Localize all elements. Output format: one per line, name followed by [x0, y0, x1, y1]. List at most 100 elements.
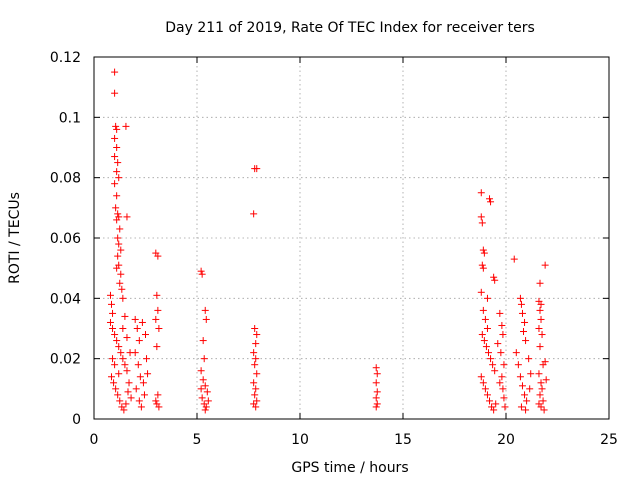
data-point — [153, 291, 161, 299]
data-point — [501, 403, 509, 411]
data-point — [253, 331, 261, 339]
data-point — [111, 153, 119, 161]
data-point — [517, 403, 525, 411]
data-point — [113, 192, 121, 200]
y-tick-label: 0.08 — [50, 171, 81, 187]
data-point — [512, 349, 520, 357]
data-point — [123, 334, 131, 342]
data-point — [372, 403, 380, 411]
data-point — [113, 216, 121, 224]
x-tick-label: 10 — [291, 432, 309, 448]
data-point — [199, 337, 207, 345]
data-point — [121, 361, 129, 369]
data-point — [538, 385, 546, 393]
data-point — [535, 400, 543, 408]
data-point — [117, 349, 125, 357]
data-point — [123, 367, 131, 375]
data-point — [494, 340, 502, 348]
data-point — [481, 315, 489, 323]
data-point — [542, 376, 550, 384]
chart-title: Day 211 of 2019, Rate Of TEC Index for r… — [165, 20, 535, 36]
grid-lines — [94, 57, 609, 419]
data-point — [487, 355, 495, 363]
data-point — [134, 361, 142, 369]
data-point — [124, 388, 132, 396]
data-point — [122, 122, 130, 130]
data-point — [152, 397, 160, 405]
data-point — [153, 343, 161, 351]
data-point — [478, 331, 486, 339]
y-tick-label: 0.12 — [50, 50, 81, 66]
data-point — [516, 373, 524, 381]
data-point — [140, 391, 148, 399]
data-point — [251, 391, 259, 399]
y-tick-label: 0.02 — [50, 352, 81, 368]
data-point — [498, 321, 506, 329]
data-point — [535, 325, 543, 332]
data-point — [113, 168, 121, 176]
data-point — [154, 391, 162, 399]
data-point — [252, 340, 260, 348]
data-point — [521, 318, 529, 326]
data-point — [372, 379, 380, 387]
data-point — [373, 388, 381, 396]
data-point — [536, 306, 544, 314]
data-point — [115, 240, 123, 248]
data-point — [490, 273, 498, 281]
data-point — [119, 325, 127, 332]
data-point — [108, 373, 116, 381]
y-axis-label: ROTI / TECUs — [7, 192, 23, 284]
data-point — [142, 331, 149, 339]
data-point — [109, 309, 117, 317]
data-point — [201, 406, 209, 414]
data-point — [250, 349, 258, 357]
data-point — [477, 213, 485, 221]
data-point — [541, 358, 549, 366]
data-point — [499, 385, 507, 393]
data-point — [536, 391, 544, 399]
data-point — [125, 379, 133, 387]
data-point — [144, 370, 152, 378]
data-point — [540, 406, 548, 414]
data-point — [114, 391, 122, 399]
data-point — [510, 255, 518, 263]
y-tick-label: 0.06 — [50, 231, 81, 247]
data-point — [108, 300, 116, 308]
x-tick-label: 15 — [394, 432, 412, 448]
data-point — [114, 234, 122, 242]
data-point — [143, 355, 151, 363]
y-tick-label: 0.04 — [50, 291, 81, 307]
data-point — [112, 204, 120, 212]
x-tick-label: 5 — [193, 432, 202, 448]
data-point — [113, 144, 121, 151]
data-point — [197, 367, 205, 375]
data-point — [538, 331, 546, 339]
data-point — [106, 318, 114, 326]
data-point — [109, 355, 117, 363]
data-point — [372, 394, 380, 402]
data-point — [536, 343, 544, 351]
x-tick-label: 20 — [497, 432, 515, 448]
data-point — [479, 306, 487, 314]
data-point — [109, 325, 117, 332]
data-point — [115, 343, 123, 351]
data-points — [106, 68, 550, 414]
data-point — [111, 89, 119, 97]
data-point — [500, 394, 508, 402]
data-point — [489, 361, 497, 369]
data-point — [112, 385, 120, 393]
data-point — [203, 388, 211, 396]
data-point — [477, 288, 485, 296]
data-point — [116, 225, 124, 233]
data-point — [253, 165, 261, 173]
data-point — [525, 355, 533, 363]
data-point — [518, 382, 526, 390]
data-point — [138, 318, 146, 326]
data-point — [252, 355, 260, 363]
data-point — [201, 306, 209, 314]
data-point — [497, 349, 505, 357]
data-point — [111, 361, 119, 369]
data-point — [250, 379, 258, 387]
data-point — [483, 325, 491, 332]
data-point — [491, 367, 499, 375]
